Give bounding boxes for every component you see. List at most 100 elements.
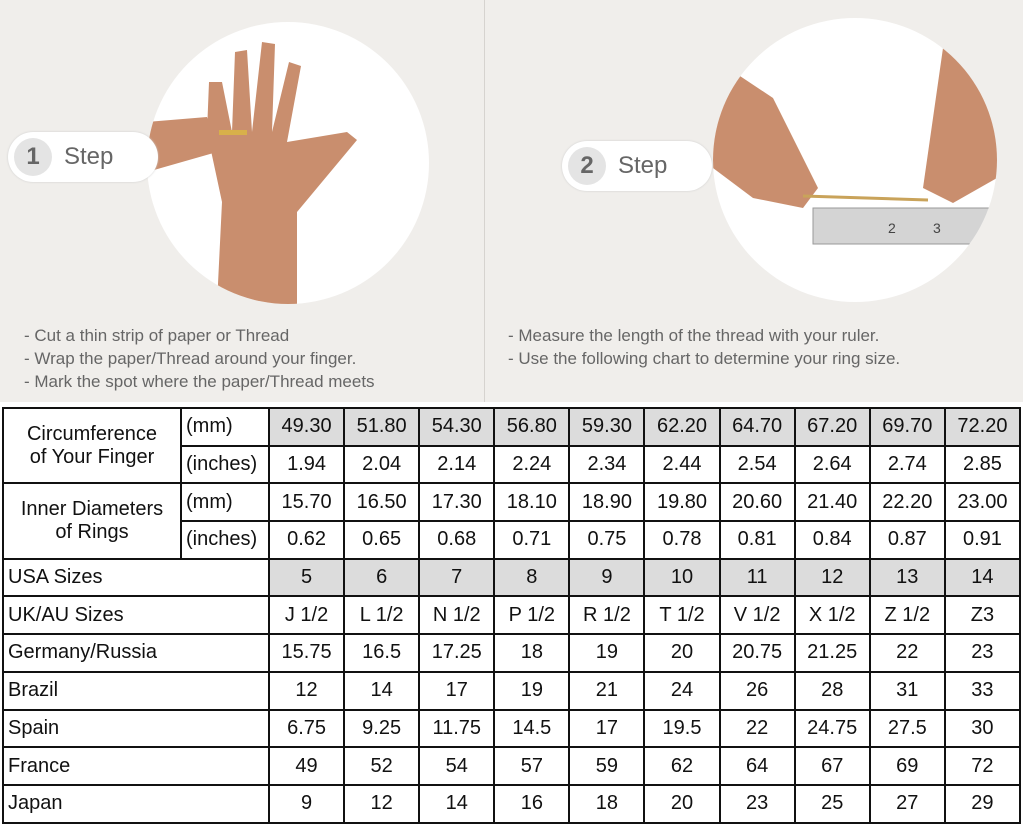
table-cell: 28 — [793, 670, 871, 711]
table-cell: 12 — [793, 557, 871, 598]
table-cell: 30 — [943, 708, 1022, 749]
table-cell: 59 — [568, 746, 646, 786]
note: - Measure the length of the thread with … — [508, 326, 880, 345]
note: - Wrap the paper/Thread around your fing… — [24, 349, 357, 368]
table-cell: 16 — [493, 783, 571, 824]
table-row: Brazil 12 14 17 19 21 24 26 28 31 33 — [2, 670, 1022, 711]
table-cell: 69.70 — [868, 407, 946, 447]
panel-divider — [484, 0, 485, 402]
table-cell: 0.65 — [343, 520, 421, 560]
table-row: (inches) 0.62 0.65 0.68 0.71 0.75 0.78 0.81 0.84… — [3, 520, 1022, 560]
table-cell: P 1/2 — [493, 595, 571, 636]
instructions-panel: 2 3 1 Step 2 Step - Cut a thin strip of … — [0, 0, 1023, 402]
row-label: Circumference of Your Finger — [2, 406, 182, 485]
table-cell: 52 — [343, 746, 421, 786]
table-cell: 11.75 — [418, 708, 496, 749]
table-cell: 17 — [418, 670, 496, 711]
table-cell: Z 1/2 — [868, 595, 946, 636]
row-label: Germany/Russia — [2, 633, 270, 673]
table-cell: 2.24 — [493, 444, 571, 485]
table-cell: 62 — [643, 746, 721, 786]
table-row: Inner Diameters of Rings (mm) 15.70 16.50 17.… — [2, 482, 1022, 560]
table-cell: 18 — [568, 783, 646, 824]
table-cell: 22.20 — [868, 482, 946, 523]
table-cell: 72 — [943, 746, 1022, 786]
ruler-illustration: 2 3 — [713, 18, 997, 302]
table-cell: X 1/2 — [793, 595, 871, 636]
table-cell: 14 — [343, 670, 421, 711]
table-row: Spain 6.75 9.25 11.75 14.5 17 19.5 22 24.75 27.5 3… — [2, 708, 1022, 749]
unit-label: (mm) — [180, 407, 270, 447]
table-row: UK/AU Sizes J 1/2 L 1/2 N 1/2 P 1/2 R 1/2 T 1/… — [2, 595, 1022, 636]
table-cell: 0.84 — [793, 520, 871, 560]
table-cell: 20.75 — [718, 633, 796, 673]
table-cell: 0.87 — [868, 520, 946, 560]
table-cell: 56.80 — [493, 407, 571, 447]
table-cell: 25 — [793, 783, 871, 824]
table-cell: 2.34 — [568, 444, 646, 485]
svg-text:3: 3 — [933, 220, 941, 236]
table-cell: 18 — [493, 633, 571, 673]
table-cell: 0.62 — [267, 520, 346, 560]
table-cell: 27 — [868, 783, 946, 824]
table-cell: 16.5 — [343, 633, 421, 673]
table-cell: 64.70 — [718, 407, 796, 447]
table-cell: 5 — [267, 557, 346, 598]
table-row: France 49 52 54 57 59 62 64 67 69 72 — [2, 746, 1022, 786]
note: - Use the following chart to determine y… — [508, 349, 901, 368]
table-cell: 15.70 — [267, 482, 346, 523]
table-cell: 23 — [718, 783, 796, 824]
table-cell: 29 — [943, 783, 1022, 824]
table-cell: 14 — [418, 783, 496, 824]
table-cell: 7 — [418, 557, 496, 598]
ring-size-table: Circumference of Your Finger (mm) 49.30 51.8… — [2, 406, 1022, 824]
label-line: of Your Finger — [29, 445, 155, 468]
table-cell: N 1/2 — [418, 595, 496, 636]
svg-text:2: 2 — [888, 220, 896, 236]
table-cell: 49.30 — [267, 407, 346, 447]
table-cell: 31 — [868, 670, 946, 711]
table-cell: 14 — [943, 557, 1022, 598]
table-cell: 18.10 — [493, 482, 571, 523]
table-row: USA Sizes 5 6 7 8 9 10 11 12 13 14 — [2, 557, 1022, 598]
step-number: 2 — [568, 147, 606, 185]
table-cell: 54 — [418, 746, 496, 786]
table-cell: 49 — [267, 746, 346, 786]
table-cell: Z3 — [943, 595, 1022, 636]
table-row: (inches) 1.94 2.04 2.14 2.24 2.34 2.44 2.54 2.64… — [3, 444, 1022, 485]
table-cell: 9.25 — [343, 708, 421, 749]
table-cell: 20 — [643, 633, 721, 673]
row-label: Japan — [2, 783, 270, 824]
table-row: Japan 9 12 14 16 18 20 23 25 27 29 — [2, 783, 1022, 824]
table-cell: 0.78 — [643, 520, 721, 560]
table-cell: 19 — [568, 633, 646, 673]
note: - Mark the spot where the paper/Thread m… — [24, 372, 375, 391]
table-cell: 59.30 — [568, 407, 646, 447]
table-cell: 62.20 — [643, 407, 721, 447]
row-label: Spain — [2, 708, 270, 749]
table-cell: 11 — [718, 557, 796, 598]
table-cell: 6 — [343, 557, 421, 598]
hand-illustration — [147, 22, 429, 304]
table-cell: 23 — [943, 633, 1022, 673]
table-cell: 54.30 — [418, 407, 496, 447]
table-cell: 2.85 — [943, 444, 1022, 485]
table-cell: 23.00 — [943, 482, 1022, 523]
table-cell: 9 — [568, 557, 646, 598]
table-cell: 22 — [868, 633, 946, 673]
table-cell: 2.04 — [343, 444, 421, 485]
step-1-notes: - Cut a thin strip of paper or Thread - … — [24, 324, 375, 393]
table-cell: 0.81 — [718, 520, 796, 560]
step-2-badge: 2 Step — [562, 141, 712, 191]
table-cell: T 1/2 — [643, 595, 721, 636]
table-cell: 17.30 — [418, 482, 496, 523]
table-cell: V 1/2 — [718, 595, 796, 636]
step-label: Step — [64, 143, 114, 170]
table-cell: 57 — [493, 746, 571, 786]
table-cell: 2.44 — [643, 444, 721, 485]
table-cell: 2.64 — [793, 444, 871, 485]
table-cell: 2.74 — [868, 444, 946, 485]
table-cell: 12 — [343, 783, 421, 824]
table-cell: 21.25 — [793, 633, 871, 673]
table-cell: L 1/2 — [343, 595, 421, 636]
